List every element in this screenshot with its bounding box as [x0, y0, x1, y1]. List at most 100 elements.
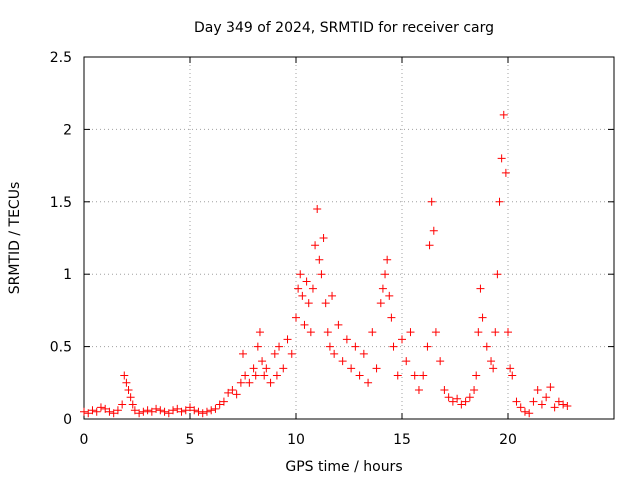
data-point [342, 335, 351, 344]
data-point [255, 328, 264, 337]
data-point [126, 393, 135, 402]
data-point [465, 393, 474, 402]
data-point [482, 342, 491, 351]
x-tick-label: 10 [287, 432, 305, 448]
x-axis-label: GPS time / hours [285, 459, 402, 475]
data-point [398, 335, 406, 344]
data-point [186, 403, 194, 412]
data-point [239, 349, 247, 358]
data-point [429, 226, 438, 235]
data-point [219, 397, 228, 406]
data-point [410, 371, 419, 380]
data-point [302, 277, 311, 286]
data-point [313, 205, 322, 214]
data-point [311, 241, 320, 250]
data-point [355, 371, 364, 380]
data-point [251, 371, 260, 380]
y-tick-label: 1.5 [50, 195, 72, 211]
data-point [520, 407, 529, 416]
data-point [198, 409, 207, 418]
data-point [147, 407, 156, 416]
data-point [80, 407, 88, 416]
data-point [393, 371, 402, 380]
data-point [304, 299, 313, 308]
data-point [232, 390, 241, 399]
data-point [105, 407, 114, 416]
data-point [308, 284, 317, 293]
data-point [372, 364, 381, 373]
data-point [427, 197, 436, 206]
data-point [109, 409, 118, 418]
data-point [321, 299, 330, 308]
data-point [120, 371, 129, 380]
data-point [245, 378, 254, 387]
data-point [431, 328, 440, 337]
data-point [419, 371, 428, 380]
data-point [448, 397, 457, 406]
data-point [241, 371, 250, 380]
data-point [491, 328, 500, 337]
data-point [315, 255, 324, 264]
data-point [330, 349, 339, 358]
data-point [323, 328, 332, 337]
data-point [387, 313, 396, 322]
data-point [385, 291, 394, 300]
data-point [177, 407, 186, 416]
data-point [113, 406, 122, 415]
data-point [130, 406, 139, 415]
x-tick-label: 15 [393, 432, 411, 448]
data-point [364, 378, 373, 387]
data-point [122, 378, 131, 387]
data-point [516, 403, 525, 412]
x-tick-label: 20 [499, 432, 517, 448]
data-point [260, 371, 269, 380]
data-point [101, 404, 110, 413]
data-point [474, 328, 483, 337]
data-point [389, 342, 398, 351]
data-point [194, 407, 203, 416]
data-point [135, 409, 144, 418]
data-point [325, 342, 334, 351]
data-point [306, 328, 315, 337]
data-point [563, 401, 572, 410]
data-point [383, 255, 392, 264]
data-point [406, 328, 415, 337]
data-point [164, 409, 173, 418]
data-point [266, 378, 275, 387]
data-point [319, 234, 328, 242]
data-point [487, 357, 496, 366]
data-point [378, 284, 387, 293]
tick-layer: 0 5 10 15 20 0 0.5 1 1.5 2 2.5 [50, 50, 614, 448]
x-tick-label: 5 [186, 432, 195, 448]
data-point [444, 393, 453, 402]
data-point [253, 342, 262, 351]
data-point [215, 400, 224, 409]
data-point [506, 364, 515, 373]
data-point [501, 168, 510, 177]
data-point [236, 378, 245, 387]
grid-layer [84, 57, 614, 419]
data-point [512, 397, 521, 406]
data-point [262, 364, 271, 373]
data-point [559, 400, 568, 409]
data-point [92, 407, 101, 416]
data-point [504, 328, 512, 337]
data-point [328, 291, 337, 300]
data-point [376, 299, 385, 308]
data-point [546, 383, 555, 392]
data-point [414, 386, 423, 395]
data-point [368, 328, 377, 337]
data-point [139, 407, 148, 416]
y-tick-label: 2 [63, 122, 72, 138]
data-point [169, 406, 178, 415]
data-point [224, 388, 233, 397]
data-point [128, 400, 137, 409]
data-point [181, 406, 190, 415]
data-point [334, 320, 343, 329]
data-point [275, 342, 284, 351]
data-point [270, 349, 279, 358]
data-point [495, 197, 504, 206]
data-point [476, 284, 485, 293]
data-point [554, 397, 563, 406]
data-point [359, 349, 368, 358]
